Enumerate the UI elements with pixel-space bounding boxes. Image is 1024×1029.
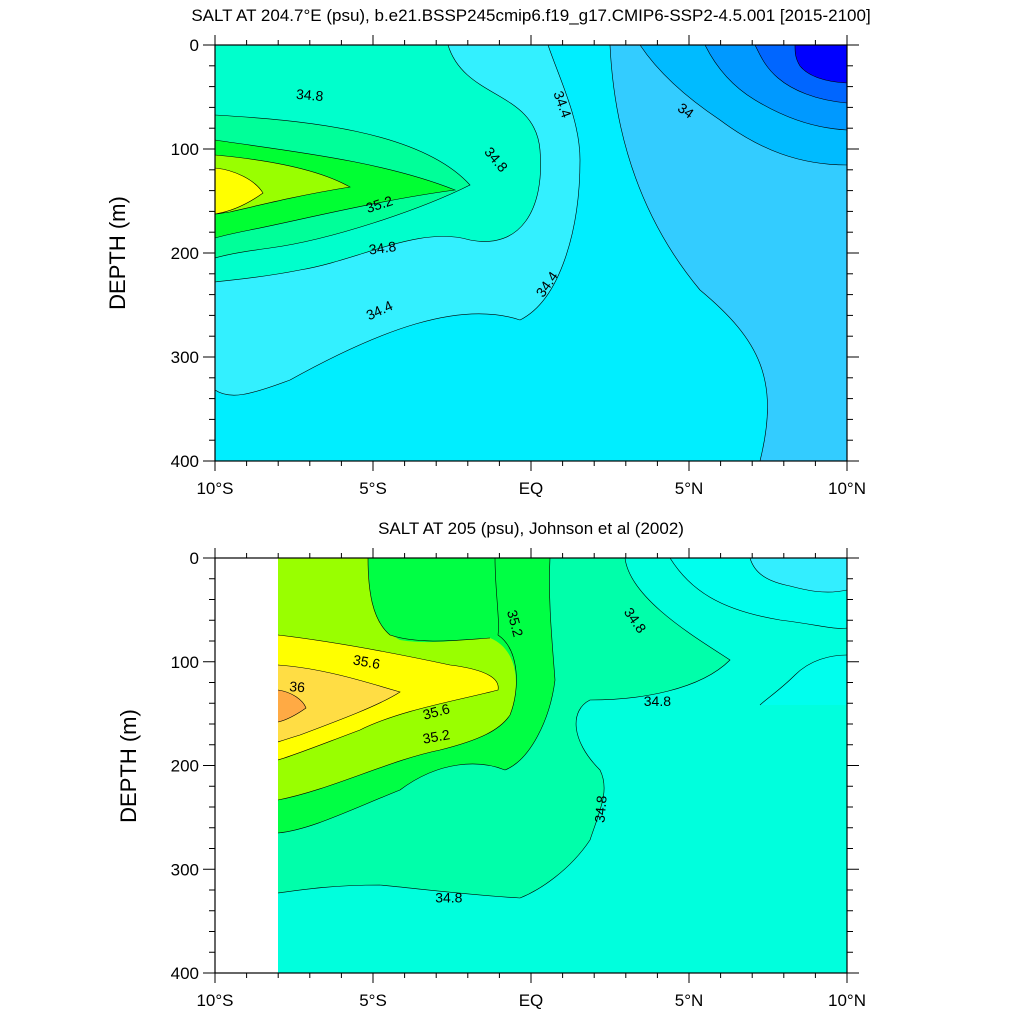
x-tick-label: 10°N bbox=[828, 991, 866, 1010]
contour-lines bbox=[278, 558, 847, 899]
y-tick-label: 400 bbox=[171, 452, 199, 471]
contour-label-text: 34.8 bbox=[296, 86, 325, 104]
contour-label: 35.6 bbox=[421, 700, 452, 723]
contour-label: 34.8 bbox=[591, 795, 609, 824]
chart-title: SALT AT 204.7°E (psu), b.e21.BSSP245cmip… bbox=[191, 6, 870, 25]
y-tick-label: 400 bbox=[171, 964, 199, 983]
contour-label-text: 34.8 bbox=[435, 889, 462, 905]
contour-label-text: 36 bbox=[289, 678, 306, 695]
chart-title: SALT AT 205 (psu), Johnson et al (2002) bbox=[378, 519, 684, 538]
chart-panel-observations: SALT AT 205 (psu), Johnson et al (2002) … bbox=[116, 519, 866, 1010]
green-tongue-tip bbox=[368, 558, 499, 643]
contour-label: 34.8 bbox=[296, 86, 325, 104]
contour-label: 34.8 bbox=[368, 238, 397, 258]
contour-label-text: 35.6 bbox=[421, 700, 452, 723]
salinity-band-max bbox=[278, 690, 306, 722]
salinity-field bbox=[215, 45, 847, 461]
contour-label: 34.8 bbox=[435, 889, 462, 905]
contour-label-text: 34.8 bbox=[644, 693, 671, 709]
contour-label: 35.6 bbox=[352, 652, 382, 673]
contour-label: 35.2 bbox=[504, 608, 527, 639]
y-tick-label: 300 bbox=[171, 860, 199, 879]
contour-label: 36 bbox=[289, 678, 306, 695]
contour-label-text: 35.2 bbox=[504, 608, 527, 639]
salinity-band-34.0-34.4 bbox=[750, 558, 847, 593]
y-tick-label: 0 bbox=[190, 36, 199, 55]
contour-label-text: 34.8 bbox=[591, 795, 609, 824]
contour-label: 35.2 bbox=[421, 726, 451, 747]
salinity-band-36.4-36.8 bbox=[278, 665, 400, 742]
y-tick-label: 100 bbox=[171, 140, 199, 159]
y-tick-label: 300 bbox=[171, 348, 199, 367]
contour-label-text: 35.6 bbox=[352, 652, 382, 673]
salinity-field bbox=[278, 558, 847, 973]
chart-panel-model: SALT AT 204.7°E (psu), b.e21.BSSP245cmip… bbox=[105, 6, 871, 498]
x-tick-label: 10°N bbox=[828, 479, 866, 498]
y-tick-label: 200 bbox=[171, 757, 199, 776]
contour-label: 34.8 bbox=[644, 693, 671, 709]
axis-ticks: 10°S 5°S EQ 5°N 10°N 0 100 200 300 400 bbox=[171, 548, 866, 1010]
x-tick-label: EQ bbox=[519, 479, 544, 498]
axis-ticks: 10°S 5°S EQ 5°N 10°N 0 100 200 300 400 bbox=[171, 35, 866, 498]
x-tick-label: 10°S bbox=[196, 991, 233, 1010]
salinity-band-max bbox=[215, 168, 263, 214]
x-tick-label: 5°N bbox=[675, 479, 704, 498]
y-tick-label: 100 bbox=[171, 653, 199, 672]
y-tick-label: 0 bbox=[190, 549, 199, 568]
y-axis-label: DEPTH (m) bbox=[116, 709, 141, 823]
x-tick-label: 5°S bbox=[359, 991, 387, 1010]
contour-label-text: 35.2 bbox=[421, 726, 451, 747]
x-tick-label: 5°S bbox=[359, 479, 387, 498]
x-tick-label: EQ bbox=[519, 991, 544, 1010]
x-tick-label: 5°N bbox=[675, 991, 704, 1010]
contour-label-text: 34.8 bbox=[368, 238, 397, 258]
contour-lines bbox=[215, 45, 847, 461]
y-tick-label: 200 bbox=[171, 244, 199, 263]
y-axis-label: DEPTH (m) bbox=[105, 196, 130, 310]
salinity-band-fresh-min bbox=[795, 45, 847, 83]
salinity-band-34.4-34.8-east bbox=[760, 655, 847, 705]
x-tick-label: 10°S bbox=[196, 479, 233, 498]
